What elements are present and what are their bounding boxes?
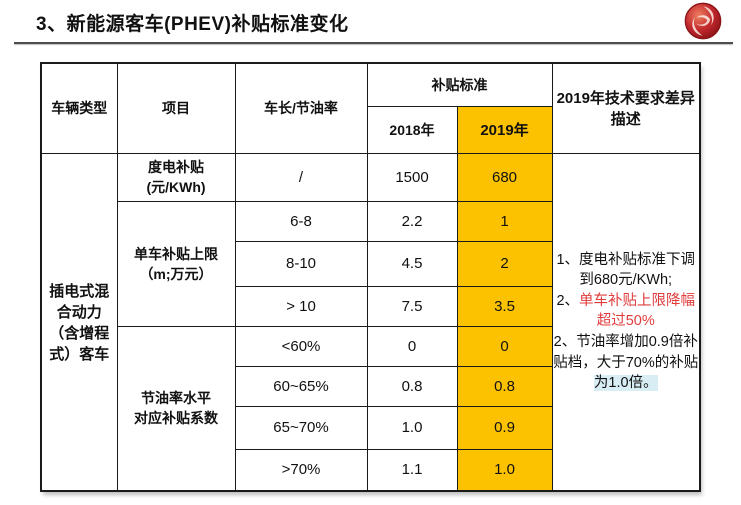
cond-cell: 65~70% [234,405,368,450]
header-item: 项目 [116,62,236,154]
dongfeng-logo-icon [684,2,722,40]
table-row: > 10 7.5 3.5 [41,285,700,327]
value-2019: 3.5 [456,285,553,327]
table-row: 单车补贴上限 （m;万元） 6-8 2.2 1 [41,200,700,327]
table-row: 65~70% 1.0 0.9 [41,405,700,450]
header-diff-desc: 2019年技术要求差异描述 [551,62,701,154]
header-2019: 2019年 [456,105,553,154]
header-2018: 2018年 [366,105,458,154]
subsidy-table: 车辆类型 项目 车长/节油率 补贴标准 2019年技术要求差异描述 2018年 … [40,62,701,492]
item-per-vehicle-cap: 单车补贴上限 （m;万元） [116,200,236,327]
cond-cell: 8-10 [234,240,368,287]
value-2019: 1.0 [456,448,553,492]
table-row: >70% 1.1 1.0 [41,448,700,492]
header-length-fuel: 车长/节油率 [234,62,368,154]
note-highlighted-text: 为1.0倍。 [593,375,658,392]
note-line-2: 2、单车补贴上限降幅超过50% [556,292,696,330]
value-2018: 1.0 [366,405,458,450]
table-row: 60~65% 0.8 0.8 [41,365,700,407]
cond-cell: 60~65% [234,365,368,407]
cond-cell: >70% [234,448,368,492]
value-2019: 680 [456,152,553,202]
value-2018: 1500 [366,152,458,202]
value-2019: 0.8 [456,365,553,407]
table-row: 8-10 4.5 2 [41,240,700,287]
value-2018: 2.2 [366,200,458,242]
header-vehicle-type: 车辆类型 [40,62,118,154]
value-2018: 0.8 [366,365,458,407]
cond-cell: 6-8 [234,200,368,242]
table-row: 插电式混 合动力 （含增程 式）客车 度电补贴 (元/KWh) / 1500 6… [40,152,701,492]
item-per-kwh: 度电补贴 (元/KWh) [116,152,236,202]
value-2018: 1.1 [366,448,458,492]
note-line-3: 2、节油率增加0.9倍补贴档，大于70%的补贴为1.0倍。 [553,334,699,392]
title-divider [14,42,733,44]
value-2018: 0 [366,325,458,367]
note-line-1: 1、度电补贴标准下调到680元/KWh; [556,251,696,289]
value-2018: 4.5 [366,240,458,287]
value-2019: 0 [456,325,553,367]
item-fuel-saving-coef: 节油率水平 对应补贴系数 [116,325,236,492]
value-2018: 7.5 [366,285,458,327]
value-2019: 1 [456,200,553,242]
value-2019: 0.9 [456,405,553,450]
header-subsidy-standard: 补贴标准 [366,62,553,107]
cond-cell: / [234,152,368,202]
diff-desc-cell: 1、度电补贴标准下调到680元/KWh; 2、单车补贴上限降幅超过50% 2、节… [551,152,701,492]
table-row: 节油率水平 对应补贴系数 <60% 0 0 [41,325,700,492]
cond-cell: > 10 [234,285,368,327]
note-red-text: 单车补贴上限降幅超过50% [579,292,696,330]
page-title: 3、新能源客车(PHEV)补贴标准变化 [36,14,349,35]
cond-cell: <60% [234,325,368,367]
vehicle-type-cell: 插电式混 合动力 （含增程 式）客车 [40,152,118,492]
value-2019: 2 [456,240,553,287]
